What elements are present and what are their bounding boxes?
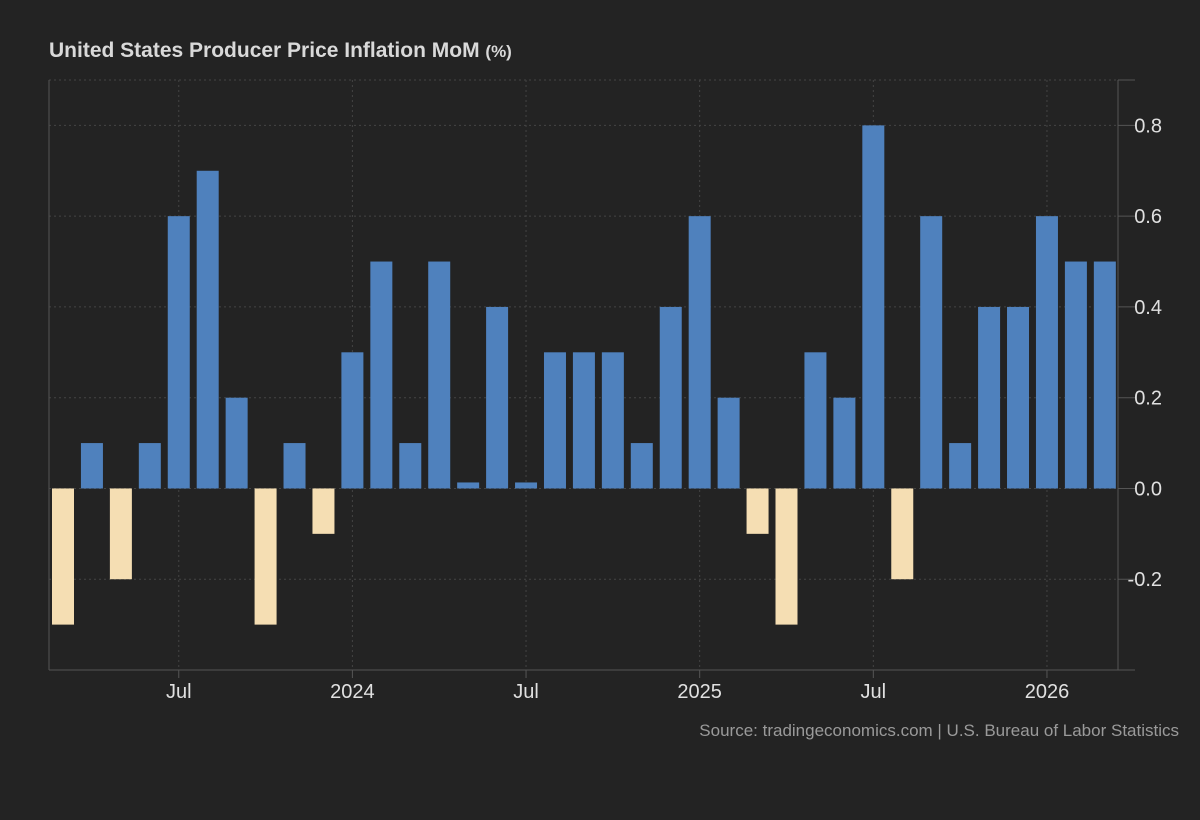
axes <box>48 79 1136 678</box>
x-tick-label: 2024 <box>330 681 375 703</box>
bar-2025-11 <box>978 306 1001 489</box>
bar-2024-07 <box>515 482 538 489</box>
y-tick-label: 0.0 <box>1134 478 1162 500</box>
y-tick-label: -0.2 <box>1128 569 1162 591</box>
y-tick-label: 0.8 <box>1134 115 1162 137</box>
y-tick-label: 0.4 <box>1134 297 1162 319</box>
bar-2024-06 <box>486 306 509 489</box>
bar-2025-02 <box>717 397 740 489</box>
bar-2025-07 <box>862 125 885 489</box>
bar-2026-01 <box>1035 216 1058 489</box>
bar-2023-12 <box>312 488 335 534</box>
bar-2024-11 <box>630 443 653 489</box>
source-text: Source: tradingeconomics.com | U.S. Bure… <box>699 721 1179 740</box>
bar-2023-11 <box>283 443 306 489</box>
bar-2025-03 <box>746 488 769 534</box>
bar-2023-09 <box>225 397 248 489</box>
bar-2025-04 <box>775 488 798 625</box>
bar-2026-03 <box>1093 261 1116 489</box>
bar-2024-03 <box>399 443 422 489</box>
bar-2024-02 <box>370 261 393 489</box>
bar-2024-04 <box>428 261 451 489</box>
bar-2023-03 <box>52 488 74 625</box>
y-tick-label: 0.6 <box>1134 206 1162 228</box>
bar-2025-08 <box>891 488 914 580</box>
bar-2023-08 <box>196 170 219 489</box>
bar-2024-12 <box>659 306 682 489</box>
bar-2024-08 <box>543 352 566 489</box>
x-tick-label: Jul <box>861 681 887 703</box>
chart-title: United States Producer Price Inflation M… <box>49 39 512 63</box>
chart-unit: (%) <box>485 42 512 61</box>
bar-2025-05 <box>804 352 827 489</box>
bar-2024-10 <box>601 352 624 489</box>
bar-2025-10 <box>949 443 972 489</box>
bar-2023-06 <box>138 443 161 489</box>
bars <box>52 125 1116 625</box>
bar-2026-02 <box>1064 261 1087 489</box>
bar-2024-01 <box>341 352 364 489</box>
y-tick-label: 0.2 <box>1134 388 1162 410</box>
bar-2025-12 <box>1007 306 1030 489</box>
bar-2025-01 <box>688 216 711 489</box>
bar-2025-06 <box>833 397 856 489</box>
x-tick-label: Jul <box>513 681 539 703</box>
x-tick-label: 2026 <box>1025 681 1070 703</box>
chart-title-text: United States Producer Price Inflation M… <box>49 39 480 62</box>
bar-2023-07 <box>167 216 190 489</box>
bar-2024-05 <box>457 482 480 489</box>
bar-2023-10 <box>254 488 277 625</box>
x-tick-label: Jul <box>166 681 192 703</box>
bar-2023-04 <box>80 443 103 489</box>
tick-labels: 0.8 0.6 0.4 0.2 0.0 -0.2 Jul 2024 Jul 2025 Jul 2026 <box>166 115 1162 703</box>
x-tick-label: 2025 <box>677 681 722 703</box>
bar-2025-09 <box>920 216 943 489</box>
bar-2023-05 <box>109 488 132 580</box>
bar-2024-09 <box>572 352 595 489</box>
